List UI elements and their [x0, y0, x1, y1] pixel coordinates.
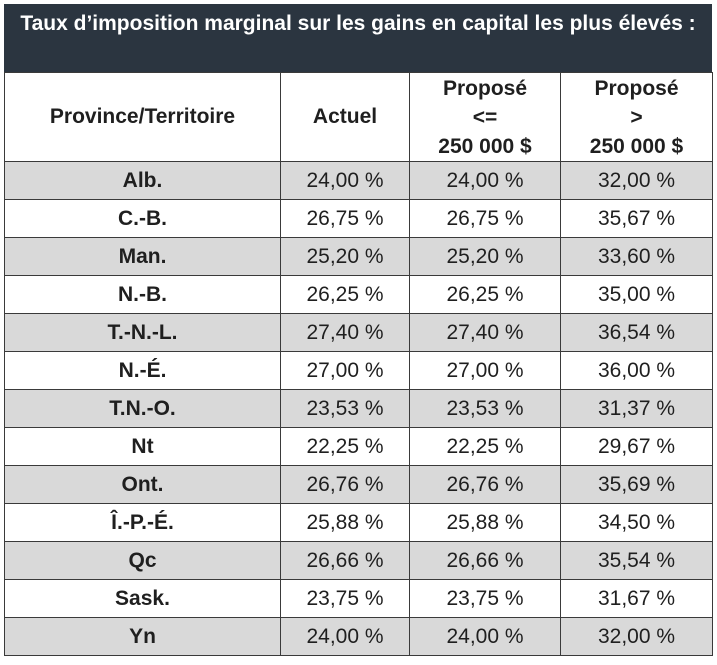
cell-province: Man. [4, 237, 281, 276]
cell-propose-gt: 29,67 % [560, 427, 713, 466]
header-row: Province/Territoire Actuel Proposé <= 25… [4, 72, 713, 162]
table-row: Alb. 24,00 % 24,00 % 32,00 % [4, 161, 713, 200]
cell-actuel: 24,00 % [280, 617, 410, 656]
table-title: Taux d’imposition marginal sur les gains… [4, 4, 712, 72]
cell-province: Nt [4, 427, 281, 466]
cell-province: C.-B. [4, 199, 281, 238]
table-row: T.N.-O. 23,53 % 23,53 % 31,37 % [4, 389, 713, 428]
header-propose-gt-line1: Proposé [594, 76, 679, 100]
cell-propose-le: 23,53 % [409, 389, 561, 428]
table-row: Yn 24,00 % 24,00 % 32,00 % [4, 617, 713, 656]
table-row: C.-B. 26,75 % 26,75 % 35,67 % [4, 199, 713, 238]
cell-province: Î.-P.-É. [4, 503, 281, 542]
cell-actuel: 26,75 % [280, 199, 410, 238]
cell-actuel: 23,75 % [280, 579, 410, 618]
header-propose-le-line2: <= [472, 105, 498, 129]
table-row: T.-N.-L. 27,40 % 27,40 % 36,54 % [4, 313, 713, 352]
cell-actuel: 27,40 % [280, 313, 410, 352]
table-row: Ont. 26,76 % 26,76 % 35,69 % [4, 465, 713, 504]
header-propose-le-line3: 250 000 $ [438, 134, 532, 158]
cell-propose-gt: 34,50 % [560, 503, 713, 542]
cell-province: Yn [4, 617, 281, 656]
cell-actuel: 22,25 % [280, 427, 410, 466]
tax-rate-table-container: Taux d’imposition marginal sur les gains… [4, 4, 713, 656]
header-propose-gt: Proposé > 250 000 $ [560, 72, 713, 162]
cell-propose-le: 24,00 % [409, 617, 561, 656]
cell-propose-le: 26,66 % [409, 541, 561, 580]
cell-province: Sask. [4, 579, 281, 618]
table-body: Alb. 24,00 % 24,00 % 32,00 % C.-B. 26,75… [4, 161, 713, 656]
table-row: Qc 26,66 % 26,66 % 35,54 % [4, 541, 713, 580]
cell-propose-le: 22,25 % [409, 427, 561, 466]
cell-actuel: 24,00 % [280, 161, 410, 200]
table-row: Sask. 23,75 % 23,75 % 31,67 % [4, 579, 713, 618]
tax-rate-table: Province/Territoire Actuel Proposé <= 25… [4, 72, 713, 656]
cell-province: T.-N.-L. [4, 313, 281, 352]
cell-propose-gt: 35,00 % [560, 275, 713, 314]
table-row: N.-É. 27,00 % 27,00 % 36,00 % [4, 351, 713, 390]
cell-propose-le: 26,25 % [409, 275, 561, 314]
table-row: Nt 22,25 % 22,25 % 29,67 % [4, 427, 713, 466]
cell-province: N.-B. [4, 275, 281, 314]
cell-propose-le: 27,00 % [409, 351, 561, 390]
cell-actuel: 26,25 % [280, 275, 410, 314]
header-actuel: Actuel [280, 72, 410, 162]
cell-propose-gt: 31,37 % [560, 389, 713, 428]
table-row: Man. 25,20 % 25,20 % 33,60 % [4, 237, 713, 276]
cell-province: T.N.-O. [4, 389, 281, 428]
cell-actuel: 27,00 % [280, 351, 410, 390]
cell-propose-le: 23,75 % [409, 579, 561, 618]
cell-propose-gt: 32,00 % [560, 161, 713, 200]
header-propose-gt-line3: 250 000 $ [589, 134, 684, 158]
cell-propose-gt: 36,00 % [560, 351, 713, 390]
header-propose-le: Proposé <= 250 000 $ [409, 72, 561, 162]
cell-actuel: 23,53 % [280, 389, 410, 428]
cell-propose-gt: 36,54 % [560, 313, 713, 352]
cell-propose-le: 27,40 % [409, 313, 561, 352]
cell-propose-le: 24,00 % [409, 161, 561, 200]
cell-actuel: 26,76 % [280, 465, 410, 504]
cell-propose-gt: 35,67 % [560, 199, 713, 238]
cell-propose-le: 26,76 % [409, 465, 561, 504]
cell-propose-gt: 35,69 % [560, 465, 713, 504]
table-header: Province/Territoire Actuel Proposé <= 25… [4, 72, 713, 162]
cell-province: N.-É. [4, 351, 281, 390]
cell-actuel: 25,88 % [280, 503, 410, 542]
cell-actuel: 26,66 % [280, 541, 410, 580]
cell-propose-le: 25,20 % [409, 237, 561, 276]
cell-propose-gt: 32,00 % [560, 617, 713, 656]
cell-actuel: 25,20 % [280, 237, 410, 276]
table-row: Î.-P.-É. 25,88 % 25,88 % 34,50 % [4, 503, 713, 542]
cell-province: Ont. [4, 465, 281, 504]
cell-propose-le: 25,88 % [409, 503, 561, 542]
table-row: N.-B. 26,25 % 26,25 % 35,00 % [4, 275, 713, 314]
cell-propose-le: 26,75 % [409, 199, 561, 238]
cell-propose-gt: 35,54 % [560, 541, 713, 580]
cell-propose-gt: 31,67 % [560, 579, 713, 618]
cell-propose-gt: 33,60 % [560, 237, 713, 276]
header-propose-gt-line2: > [630, 105, 643, 129]
cell-province: Alb. [4, 161, 281, 200]
header-propose-le-line1: Proposé [442, 76, 528, 100]
cell-province: Qc [4, 541, 281, 580]
header-province: Province/Territoire [4, 72, 281, 162]
